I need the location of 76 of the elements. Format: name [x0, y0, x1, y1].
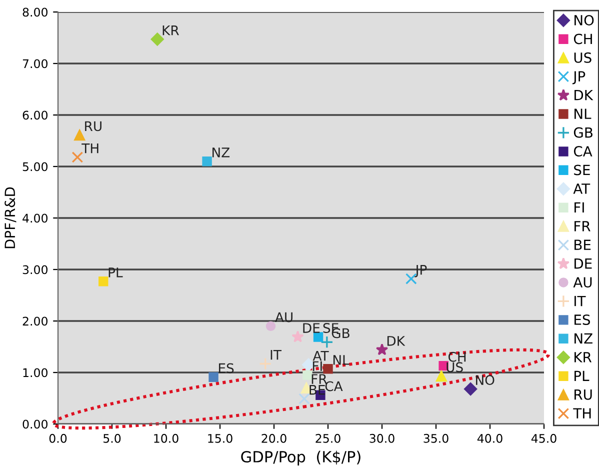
x-tick-label: 25.0 [316, 434, 340, 443]
x-tick-label: 40.0 [477, 434, 502, 443]
y-tick-label: 4.00 [22, 214, 48, 223]
legend-label: DK [574, 90, 594, 100]
text: AT [312, 351, 329, 361]
x-tick-label: 45.0 [531, 434, 556, 443]
legend-label: JP [572, 71, 586, 84]
text: NO [476, 375, 494, 386]
legend-label: NO [574, 14, 594, 26]
point [323, 364, 333, 374]
text: AU [275, 312, 292, 322]
point [436, 370, 447, 382]
y-tick-label: 6.00 [22, 110, 48, 120]
legend-label: GB [574, 127, 592, 138]
point [376, 343, 388, 356]
text: DK [387, 336, 406, 346]
x-tick-label: 20.0 [262, 434, 286, 443]
text: DE [303, 323, 320, 333]
legend-label: ES [574, 314, 590, 325]
legend-label: CA [574, 146, 592, 157]
y-tick-label: 1.00 [23, 368, 48, 378]
legend-label: BE [574, 240, 591, 250]
legend-label: KR [574, 352, 592, 362]
text: NZ [212, 148, 230, 158]
legend-label: PL [574, 370, 590, 381]
y-tick-label: 7.00 [22, 59, 48, 68]
legend-label: CH [574, 34, 592, 44]
y-tick-label: 5.00 [22, 162, 48, 172]
x-tick-label: 35.0 [424, 434, 448, 443]
legend-label: NL [574, 108, 592, 119]
text: FI [312, 361, 322, 371]
x-tick-label: 15.0 [208, 434, 232, 443]
text: TH [82, 143, 98, 154]
legend-label: SE [574, 164, 590, 176]
text: CH [448, 352, 466, 362]
x-tick-label: 0.0 [49, 434, 67, 443]
y-tick-label: 2.00 [22, 316, 48, 326]
point [150, 32, 164, 46]
x-tick-label: 5.0 [104, 434, 121, 443]
point [302, 370, 312, 380]
point [320, 336, 334, 349]
text: KR [162, 26, 179, 36]
legend-label: DE [574, 258, 592, 269]
y-tick-label: 8.00 [22, 8, 48, 17]
text: NL [333, 355, 350, 365]
point [292, 330, 304, 342]
legend-label: RU [574, 390, 592, 400]
point [313, 332, 324, 342]
y-tick-label: 0.00 [22, 420, 48, 429]
text: FR [312, 374, 327, 384]
legend-label: AU [573, 277, 592, 288]
point [74, 130, 86, 141]
y-tick-label: 3.00 [22, 265, 48, 274]
text: ES [218, 363, 234, 374]
legend-label: US [574, 52, 592, 63]
legend-label: AT [573, 184, 590, 194]
point [98, 276, 108, 286]
legend-label: NZ [574, 333, 592, 344]
legend-label: TH [573, 408, 591, 418]
point [202, 156, 212, 166]
point [72, 152, 84, 163]
text: IT [270, 350, 282, 360]
x-axis-title: GDP/Pop (K$/P) [241, 450, 360, 466]
point [464, 382, 478, 396]
point [208, 372, 218, 382]
point [258, 357, 272, 370]
point [266, 321, 276, 332]
point [298, 393, 310, 404]
x-tick-label: 10.0 [154, 434, 178, 443]
text: RU [85, 121, 102, 132]
legend-label: FR [574, 221, 590, 232]
legend-label: IT [574, 296, 586, 306]
legend-label: FI [574, 202, 584, 212]
x-tick-label: 30.0 [370, 434, 394, 443]
y-axis-title: DPF/R&D [4, 187, 16, 248]
text: CA [325, 381, 343, 392]
